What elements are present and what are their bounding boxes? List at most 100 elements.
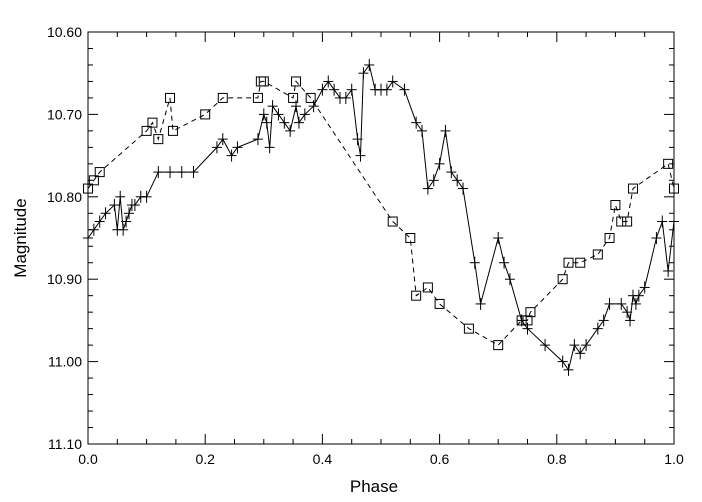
square-point: [522, 315, 533, 326]
x-tick-label: 1.0: [664, 451, 684, 467]
square-point: [305, 92, 316, 103]
axis-ticks: [87, 31, 675, 445]
plus-point: [94, 215, 105, 228]
y-tick-label: 11.00: [48, 354, 82, 370]
plus-point: [115, 190, 126, 203]
plus-point: [411, 116, 422, 129]
plus-point: [279, 116, 290, 129]
square-point: [627, 183, 638, 194]
square-point: [516, 315, 527, 326]
x-tick-label: 0.0: [78, 451, 98, 467]
square-point: [411, 290, 422, 301]
plus-point: [176, 166, 187, 179]
square-point: [463, 323, 474, 334]
plus-point: [499, 256, 510, 269]
plus-point: [358, 67, 369, 80]
square-point: [616, 216, 627, 227]
plus-point: [346, 83, 357, 96]
plus-point: [651, 232, 662, 244]
y-axis-label: Magnitude: [11, 198, 30, 277]
plus-point: [581, 339, 592, 352]
plus-point: [261, 116, 272, 129]
plus-point: [434, 157, 445, 170]
plus-point: [129, 199, 140, 212]
plus-point: [141, 190, 152, 203]
plus-point: [267, 100, 278, 113]
square-point: [147, 117, 158, 128]
plus-point: [232, 141, 243, 154]
square-point: [288, 92, 299, 103]
plus-point: [100, 207, 111, 220]
square-point: [291, 76, 302, 87]
square-point: [167, 125, 178, 136]
square-point: [153, 134, 164, 145]
x-tick-label: 0.2: [195, 451, 215, 467]
plus-point: [299, 108, 310, 121]
plus-point: [252, 133, 263, 146]
x-tick-label: 0.8: [547, 451, 567, 467]
plus-point: [540, 339, 551, 352]
plus-point: [264, 141, 275, 154]
series-lines: [87, 63, 675, 371]
y-tick-label: 11.10: [48, 436, 82, 452]
plus-point: [622, 306, 633, 319]
plus-point: [273, 108, 284, 121]
plus-point: [399, 83, 410, 96]
plus-point: [557, 355, 568, 368]
plus-point: [569, 339, 580, 352]
plus-point: [616, 297, 627, 310]
plus-point: [657, 215, 668, 228]
square-point: [258, 76, 269, 87]
plus-point: [452, 174, 463, 187]
plus-point: [633, 289, 644, 302]
y-tick-label: 10.60: [47, 24, 82, 40]
plus-point: [118, 223, 129, 236]
plus-point: [417, 124, 428, 137]
plus-point: [285, 124, 296, 137]
plus-point: [475, 297, 486, 310]
plus-point: [340, 91, 351, 104]
square-point: [94, 167, 105, 178]
square-point: [563, 257, 574, 268]
series-2-line: [87, 80, 675, 346]
plus-point: [563, 363, 574, 376]
plus-point: [293, 116, 304, 129]
square-point: [422, 282, 433, 293]
square-point: [217, 92, 228, 103]
y-tick-label: 10.90: [47, 271, 82, 287]
plus-point: [446, 166, 457, 179]
plus-point: [458, 182, 469, 195]
square-point: [252, 92, 263, 103]
plus-point: [352, 133, 363, 146]
x-tick-label: 0.4: [313, 451, 333, 467]
square-point: [610, 200, 621, 211]
plus-point: [504, 273, 515, 286]
plus-point: [121, 215, 132, 228]
square-point: [165, 92, 176, 103]
plus-point: [598, 314, 609, 327]
plus-point: [381, 83, 392, 96]
plus-point: [211, 141, 222, 154]
plus-point: [575, 347, 586, 360]
plus-point: [428, 174, 439, 187]
plus-point: [493, 232, 504, 244]
plus-point: [469, 256, 480, 269]
x-tick-label: 0.6: [430, 451, 450, 467]
square-point: [493, 340, 504, 351]
plus-point: [258, 108, 269, 121]
plus-point: [440, 124, 451, 137]
square-point: [141, 125, 152, 136]
plus-point: [364, 58, 375, 71]
square-point: [525, 307, 536, 318]
plus-point: [188, 166, 199, 179]
plus-point: [217, 133, 228, 146]
square-point: [434, 298, 445, 309]
plus-point: [422, 182, 433, 195]
series-markers: [83, 58, 679, 376]
plus-point: [165, 166, 176, 179]
square-point: [592, 249, 603, 260]
x-axis-label: Phase: [350, 477, 398, 496]
plus-point: [153, 166, 164, 179]
square-point: [604, 233, 615, 243]
